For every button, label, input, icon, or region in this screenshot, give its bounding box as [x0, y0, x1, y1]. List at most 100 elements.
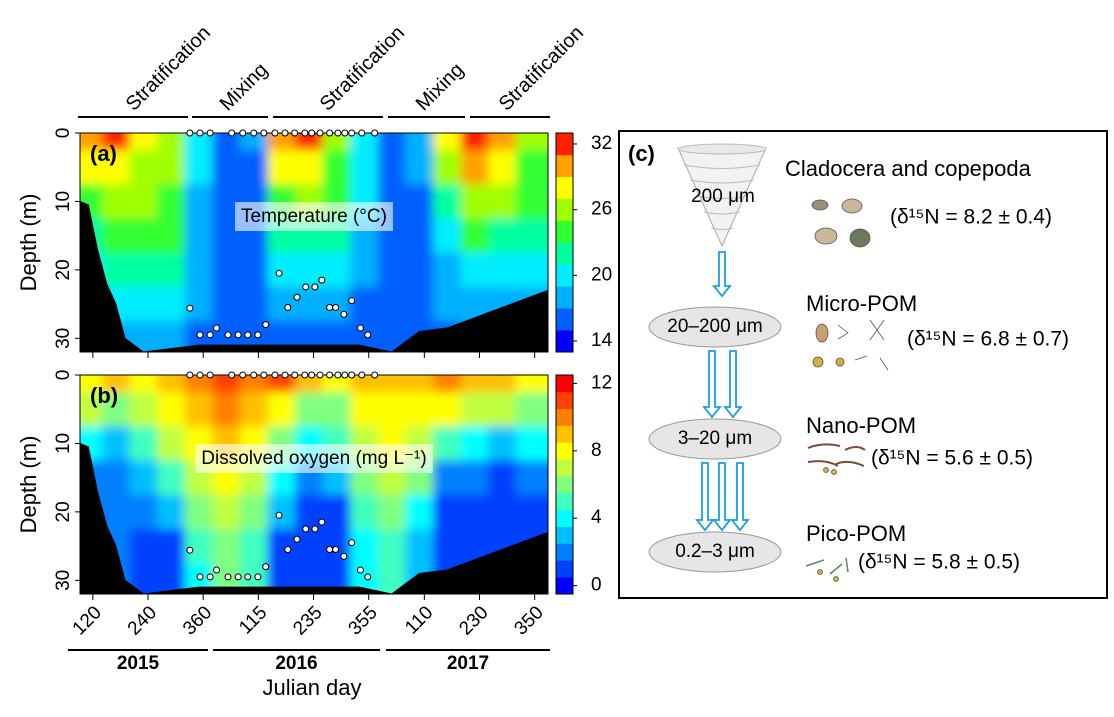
y-tick-label: 0 [53, 128, 74, 139]
isotope-value: (δ¹⁵N = 5.8 ± 0.5) [858, 551, 1020, 574]
contour-cell [295, 375, 324, 393]
sample-point [316, 129, 324, 137]
contour-cell [350, 375, 379, 393]
contour-cell [184, 150, 213, 185]
flow-arrow [730, 462, 750, 532]
x-tick-label: 235 [289, 602, 326, 639]
contour-cell [515, 426, 548, 462]
sample-point [281, 371, 289, 379]
contour-field [80, 133, 548, 352]
phase-label: Stratification [316, 22, 409, 115]
sample-point [348, 129, 356, 137]
sample-point [196, 331, 204, 339]
contour-cell [102, 392, 131, 427]
size-class: 0.2–3 μm [675, 541, 755, 562]
sample-point [326, 129, 334, 137]
sample-point [281, 129, 289, 137]
contour-cell [295, 528, 324, 564]
contour-cell [295, 252, 324, 288]
contour-cell [157, 375, 186, 393]
sample-point [341, 129, 349, 137]
sample-point [262, 563, 270, 571]
sample-point [356, 324, 364, 332]
contour-cell [433, 218, 462, 254]
contour-cell [488, 252, 517, 288]
x-tick-label: 355 [345, 602, 382, 639]
contour-cell [515, 460, 548, 496]
year-label: 2015 [117, 653, 160, 674]
contour-cell [239, 528, 269, 564]
contour-cell [350, 133, 379, 151]
seafloor-fill [80, 443, 548, 594]
sample-point [206, 371, 214, 379]
contour-cell [184, 184, 213, 220]
colorbar-band [556, 577, 573, 595]
contour-cell [488, 184, 517, 220]
contour-cell [350, 150, 379, 185]
sample-point [318, 276, 326, 284]
contour-cell [239, 494, 269, 530]
sample-point [244, 331, 252, 339]
contour-cell [157, 286, 186, 322]
y-axis-label: Depth (m) [16, 194, 41, 292]
contour-cell [267, 133, 296, 151]
sample-point [311, 525, 319, 533]
contour-cell [295, 286, 324, 322]
seafloor-fill [80, 201, 548, 352]
colorbar-tick-label: 14 [591, 330, 613, 351]
contour-cell [433, 252, 462, 288]
contour-cell [157, 460, 186, 496]
contour-cell [405, 184, 434, 220]
colorbar-tick-label: 4 [591, 507, 602, 528]
x-tick-label: 240 [124, 602, 161, 639]
sample-point [271, 371, 279, 379]
contour-cell [515, 375, 548, 393]
contour-cell [433, 133, 462, 151]
contour-cell [129, 494, 158, 530]
contour-cell [295, 150, 324, 185]
sample-point [348, 371, 356, 379]
contour-cell [515, 218, 548, 254]
mesh-size: 200 μm [691, 186, 755, 207]
sample-point [334, 371, 342, 379]
contour-cell [460, 133, 489, 151]
sample-point [244, 573, 252, 581]
contour-cell [405, 133, 434, 151]
colorbar-band [556, 220, 573, 243]
contour-cell [157, 218, 186, 254]
sample-point [302, 525, 310, 533]
flow-arrow [702, 350, 722, 419]
contour-cell [157, 528, 186, 564]
y-axis-label: Depth (m) [16, 436, 41, 534]
seafloor-line [80, 200, 548, 352]
funnel [677, 143, 767, 248]
filter-ellipse [648, 418, 782, 460]
contour-cell [515, 392, 548, 427]
colorbar-tick-label: 12 [591, 372, 612, 393]
sample-point [356, 566, 364, 574]
sample-point [348, 539, 356, 547]
contour-cell [350, 392, 379, 427]
contour-cell [157, 133, 186, 151]
phase-label: Stratification [122, 22, 215, 115]
contour-cell [129, 528, 158, 564]
sample-point [341, 371, 349, 379]
contour-cell [515, 184, 548, 220]
x-tick-label: 115 [235, 602, 271, 638]
contour-cell [460, 392, 489, 427]
contour-cell [102, 218, 131, 254]
contour-cell [405, 286, 434, 322]
contour-cell [515, 252, 548, 288]
colorbar-band [556, 308, 573, 331]
colorbar-band [556, 476, 573, 494]
contour-cell [515, 150, 548, 185]
sample-point [340, 310, 348, 318]
contour-cell [267, 252, 296, 288]
sample-point [262, 321, 270, 329]
sample-point [293, 535, 301, 543]
colorbar-frame [555, 132, 574, 353]
node-name: Pico-POM [806, 521, 906, 546]
contour-cell [515, 494, 548, 530]
panel-label: (a) [90, 141, 117, 166]
colorbar-band [556, 509, 573, 527]
